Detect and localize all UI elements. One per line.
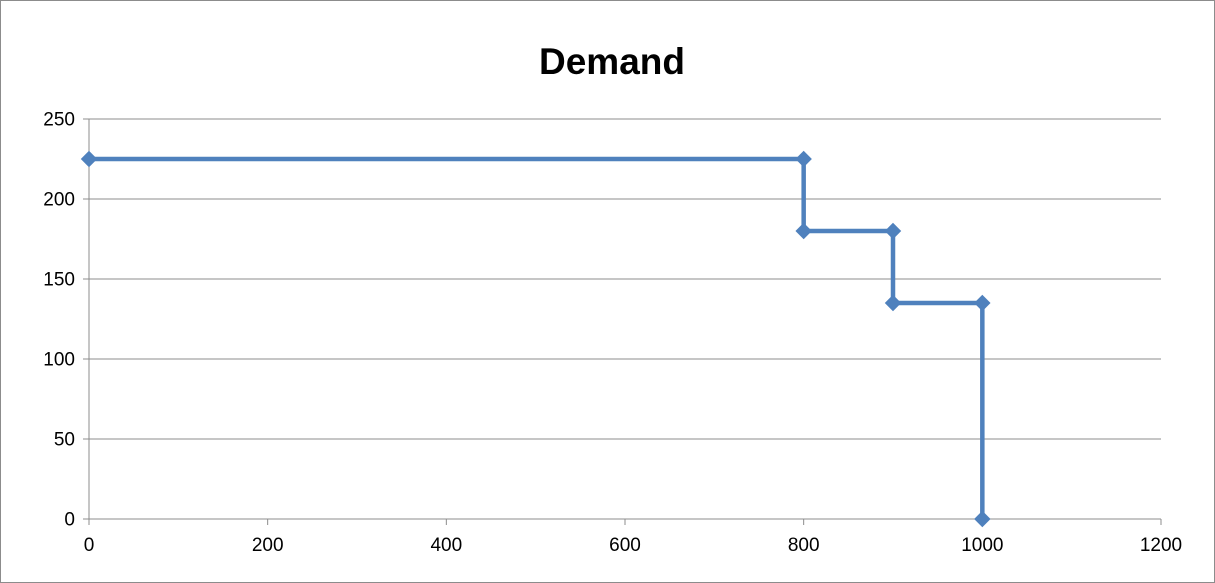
chart-title: Demand — [539, 41, 685, 82]
tick-label-x: 0 — [84, 535, 95, 556]
data-point-marker — [80, 150, 98, 168]
tick-label-y: 50 — [54, 430, 75, 451]
data-point-marker — [884, 222, 902, 240]
data-point-marker — [974, 510, 991, 528]
tick-label-x: 400 — [430, 535, 462, 556]
tick-label-y: 100 — [43, 350, 75, 371]
tick-label-x: 600 — [609, 535, 641, 556]
data-point-marker — [974, 294, 991, 312]
tick-label-y: 150 — [43, 270, 75, 291]
gridlines — [89, 118, 1161, 440]
tick-label-x: 200 — [252, 535, 284, 556]
tick-label-y: 200 — [43, 190, 75, 211]
tick-label-x: 800 — [788, 535, 820, 556]
data-point-marker — [884, 294, 902, 312]
tick-label-x: 1200 — [1140, 535, 1182, 556]
tick-label-x: 1000 — [961, 535, 1003, 556]
tick-labels: 0 50 100 150 200 250 0 200 400 600 800 1000 1200 — [43, 110, 1182, 557]
axes — [83, 118, 1162, 525]
series-layer — [80, 150, 991, 528]
data-point-marker — [795, 150, 812, 168]
tick-label-y: 250 — [43, 110, 75, 131]
series-line — [89, 156, 985, 519]
tick-label-y: 0 — [64, 510, 75, 531]
data-point-marker — [795, 222, 812, 240]
